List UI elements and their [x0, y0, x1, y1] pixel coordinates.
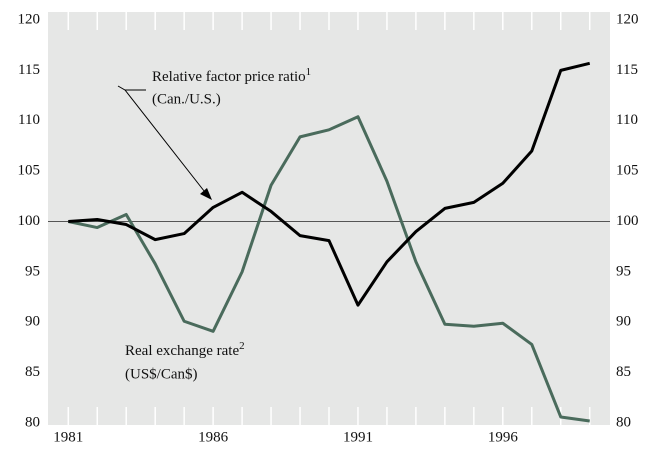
y2-tick-label: 80	[616, 414, 631, 430]
y-tick-label: 100	[18, 213, 41, 229]
x-tick-label: 1996	[488, 429, 519, 445]
y-tick-label: 95	[25, 263, 40, 279]
y2-tick-label: 100	[616, 213, 639, 229]
label-text: Real exchange rate	[125, 343, 239, 359]
label-superscript: 1	[306, 66, 312, 78]
y-tick-label: 80	[25, 414, 40, 430]
y2-tick-label: 115	[616, 62, 638, 78]
label-superscript: 2	[239, 340, 245, 352]
x-tick-label: 1981	[53, 429, 83, 445]
x-tick-label: 1986	[198, 429, 229, 445]
label-subtitle: (Can./U.S.)	[152, 91, 221, 107]
label-text: Relative factor price ratio	[152, 69, 306, 85]
y2-tick-label: 110	[616, 112, 638, 128]
y-tick-label: 105	[18, 163, 41, 179]
y-tick-label: 85	[25, 364, 40, 380]
series-line	[68, 61, 591, 307]
y-tick-label: 90	[25, 314, 40, 330]
series-line	[67, 115, 590, 423]
y2-tick-label: 105	[616, 163, 639, 179]
y2-tick-label: 85	[616, 364, 631, 380]
y-tick-label: 120	[18, 11, 41, 27]
label-subtitle: (US$/Can$)	[125, 366, 198, 382]
y2-tick-label: 95	[616, 263, 631, 279]
x-tick-label: 1991	[343, 429, 373, 445]
arrow-line	[124, 89, 209, 197]
y-tick-label: 110	[18, 112, 40, 128]
arrow-head	[200, 188, 212, 200]
series-label: Relative factor price ratio1	[152, 66, 311, 86]
series-label: Real exchange rate2	[125, 340, 245, 360]
y2-tick-label: 90	[616, 314, 631, 330]
y-tick-label: 115	[18, 62, 40, 78]
plot-background	[48, 12, 610, 425]
y2-tick-label: 120	[616, 11, 639, 27]
